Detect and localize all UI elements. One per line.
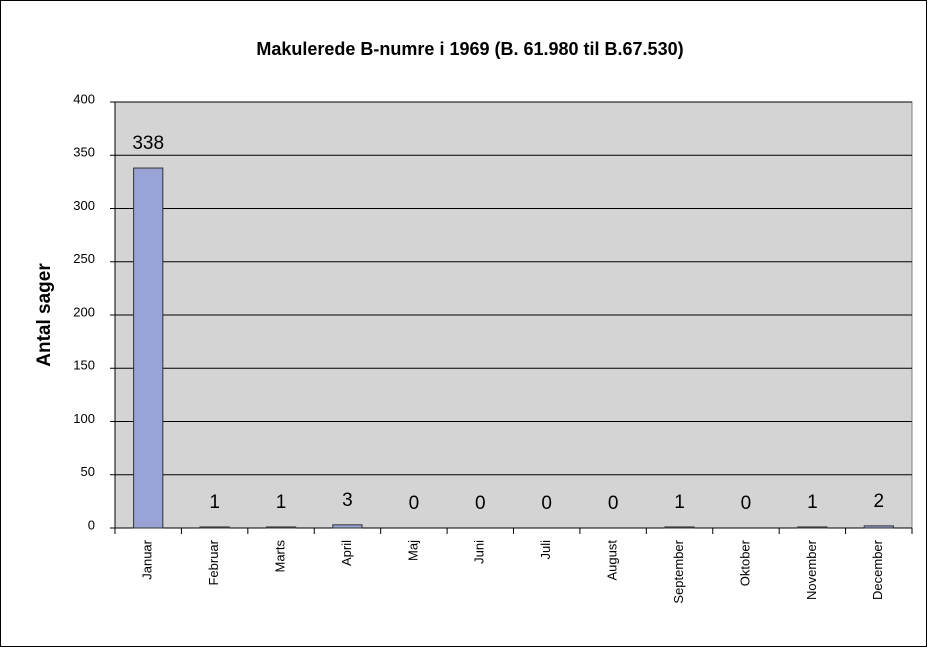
- y-tick-label: 300: [73, 198, 95, 213]
- x-tick-label: April: [339, 540, 354, 566]
- data-label: 3: [342, 490, 353, 511]
- x-tick-label: Juli: [538, 540, 553, 560]
- x-tick-label: September: [671, 539, 686, 603]
- bar: [133, 167, 164, 529]
- data-label: 0: [475, 493, 486, 514]
- x-tick-label: August: [605, 540, 620, 581]
- y-tick-label: 350: [73, 145, 95, 160]
- bar: [199, 526, 230, 529]
- data-label: 338: [132, 133, 164, 154]
- data-label: 1: [807, 492, 818, 513]
- x-tick-label: Juni: [472, 540, 487, 564]
- chart-title: Makulerede B-numre i 1969 (B. 61.980 til…: [256, 39, 683, 59]
- bar: [664, 526, 695, 529]
- x-tick-label: November: [804, 539, 819, 600]
- data-label: 0: [608, 493, 619, 514]
- data-label: 0: [409, 493, 420, 514]
- y-axis-label: Antal sager: [34, 263, 55, 367]
- y-tick-label: 150: [73, 358, 95, 373]
- data-label: 1: [209, 492, 220, 513]
- y-tick-label: 50: [81, 464, 95, 479]
- x-tick-label: Oktober: [737, 539, 752, 586]
- bar: [332, 524, 363, 529]
- y-tick-label: 200: [73, 304, 95, 319]
- bar: [797, 526, 828, 529]
- y-tick-label: 100: [73, 411, 95, 426]
- x-tick-label: Maj: [405, 540, 420, 561]
- data-label: 0: [541, 493, 552, 514]
- data-label: 0: [741, 493, 752, 514]
- y-tick-label: 400: [73, 91, 95, 106]
- x-tick-label: Marts: [272, 540, 287, 573]
- data-label: 2: [874, 491, 885, 512]
- x-tick-label: Februar: [206, 539, 221, 585]
- data-label: 1: [276, 492, 287, 513]
- x-tick-label: December: [870, 539, 885, 600]
- data-label: 1: [674, 492, 685, 513]
- bar: [863, 525, 894, 529]
- y-tick-label: 250: [73, 251, 95, 266]
- x-tick-label: Januar: [140, 539, 155, 579]
- y-tick-label: 0: [88, 517, 95, 532]
- bar: [265, 526, 297, 529]
